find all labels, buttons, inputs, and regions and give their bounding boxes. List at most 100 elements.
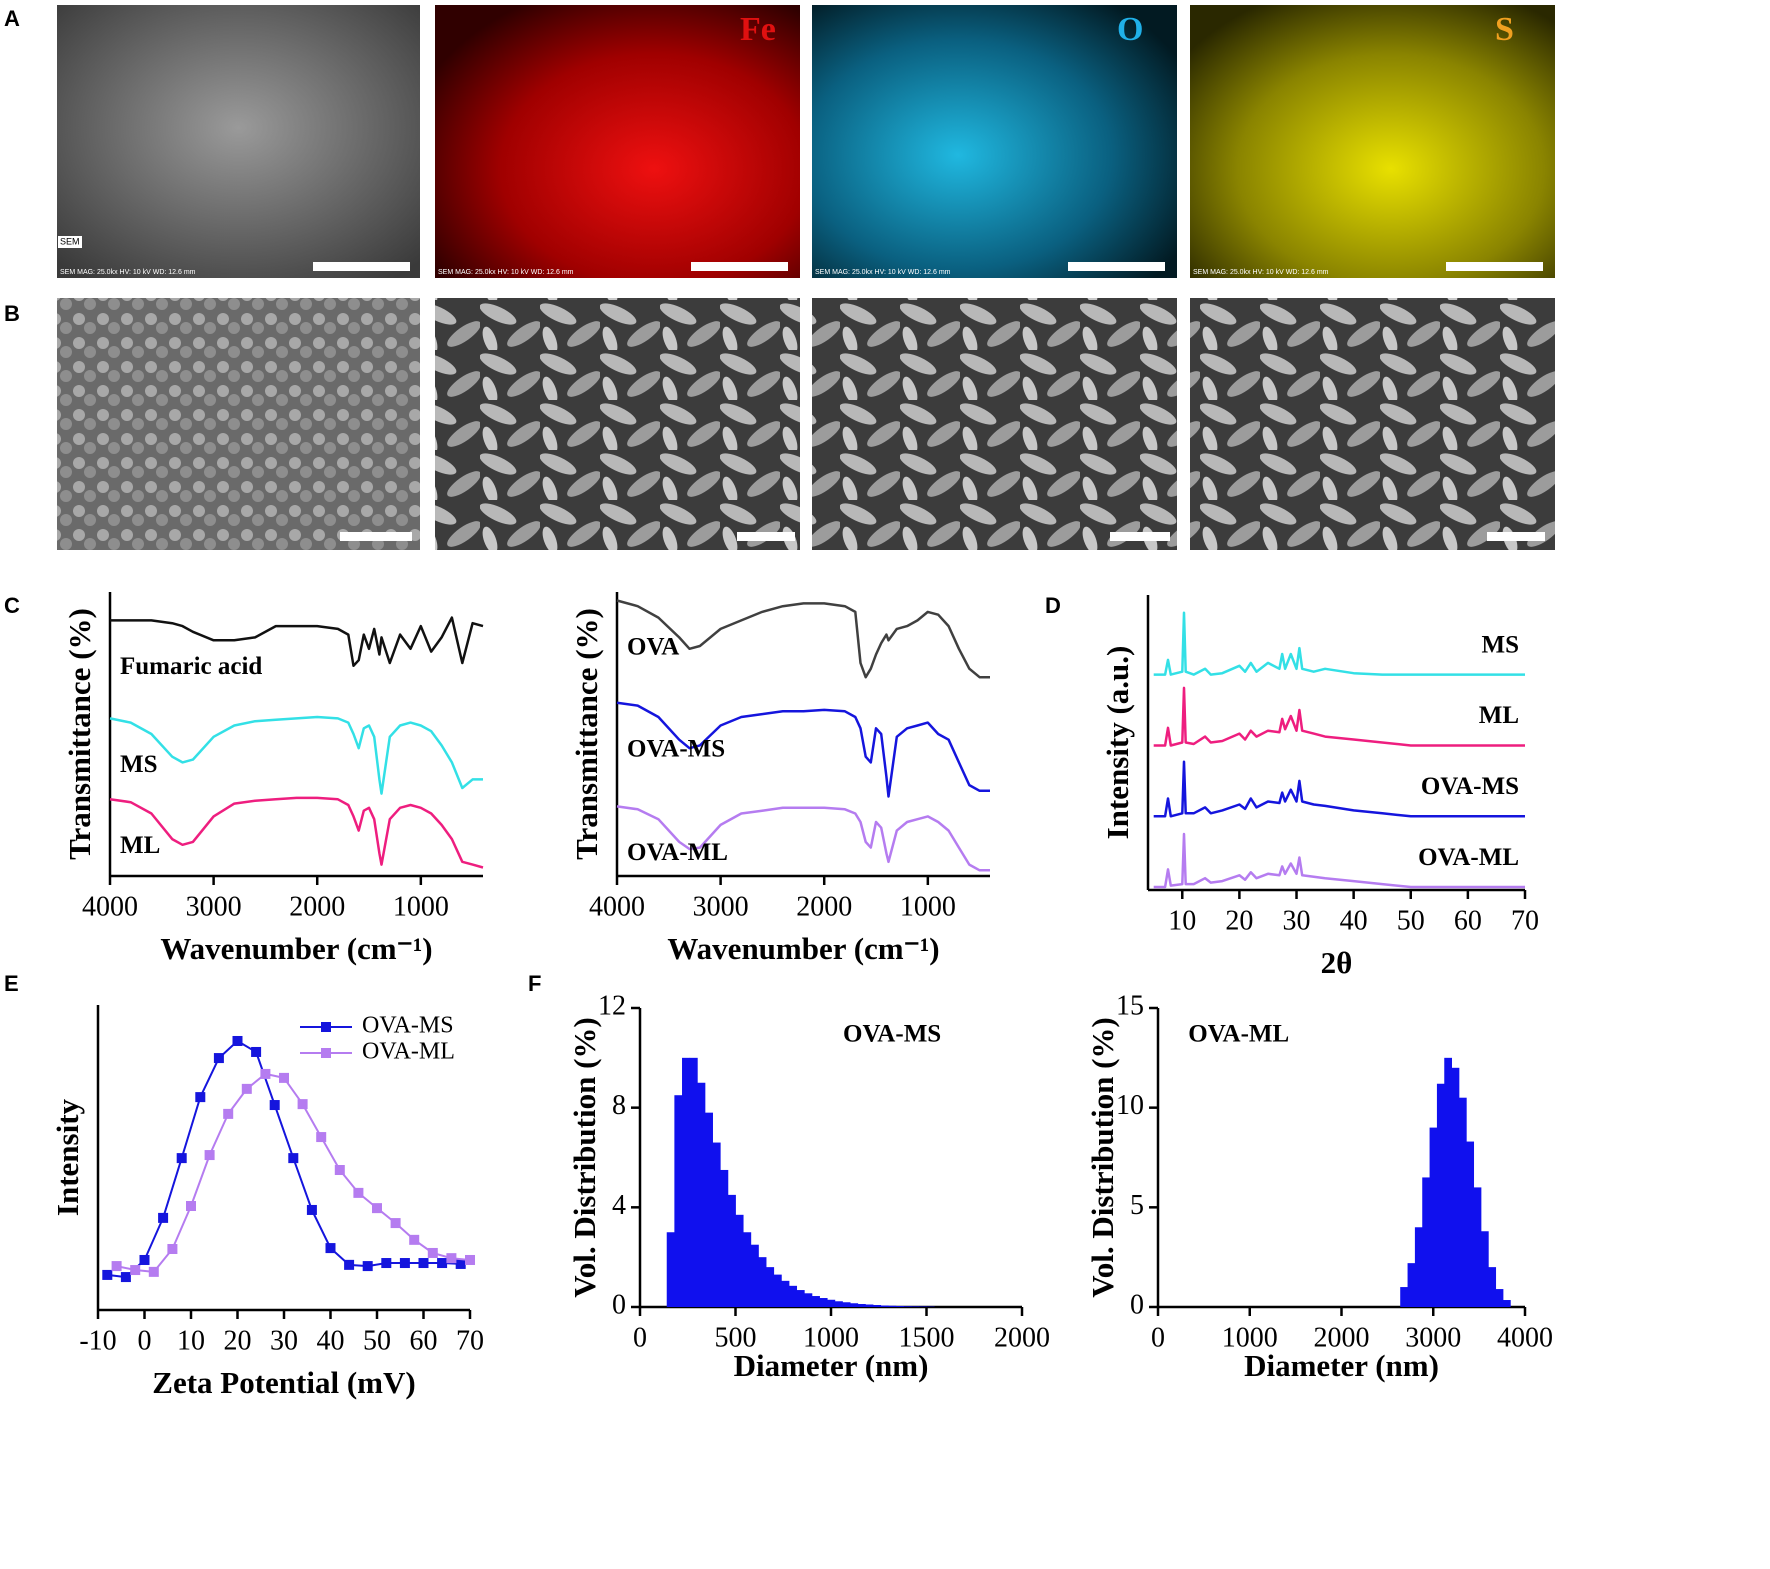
scale-bar	[691, 262, 788, 271]
bar	[788, 1285, 798, 1307]
bar	[697, 1082, 706, 1307]
bar	[773, 1274, 782, 1307]
x-tick-label: 2000	[289, 891, 345, 922]
series-line	[110, 616, 484, 668]
marker	[148, 1266, 159, 1277]
x-axis-title: Zeta Potential (mV)	[152, 1365, 415, 1400]
series-line	[109, 796, 484, 869]
x-tick-label: 1500	[899, 1322, 955, 1353]
series-line	[1153, 760, 1525, 818]
marker	[418, 1258, 429, 1269]
marker	[232, 1035, 243, 1046]
y-tick-label: 10	[1116, 1090, 1144, 1121]
x-tick-label: 60	[1454, 905, 1482, 936]
bar	[727, 1194, 736, 1307]
bar	[743, 1232, 752, 1307]
marker	[130, 1265, 141, 1276]
tag-box	[58, 236, 82, 248]
x-tick-label: 1000	[803, 1322, 859, 1353]
bar	[1429, 1127, 1438, 1307]
panel-letter: F	[528, 971, 541, 996]
element-label: O	[1117, 11, 1143, 48]
y-axis-title: Vol. Distribution (%)	[567, 1017, 602, 1297]
image-info: SEM MAG: 25.0kx HV: 10 kV WD: 12.6 mm	[1193, 269, 1329, 276]
marker	[437, 1258, 448, 1269]
x-tick-label: 0	[1151, 1322, 1165, 1353]
series-label: MS	[1482, 631, 1520, 658]
marker	[158, 1212, 169, 1223]
x-tick-label: 4000	[1497, 1322, 1553, 1353]
scale-bar	[313, 262, 410, 271]
x-tick-label: 50	[1397, 905, 1425, 936]
marker	[269, 1100, 280, 1111]
panel-letter: D	[1045, 593, 1061, 618]
x-tick-label: 4000	[82, 891, 138, 922]
x-tick-label: 2000	[1314, 1322, 1370, 1353]
series-line	[1153, 611, 1525, 676]
legend-label: OVA-MS	[362, 1013, 454, 1039]
series-line	[616, 599, 990, 679]
marker	[241, 1083, 252, 1094]
x-tick-label: 60	[410, 1325, 438, 1356]
series-line	[1153, 832, 1525, 889]
bar	[1444, 1057, 1452, 1307]
bar	[766, 1267, 775, 1307]
scale-bar	[1110, 532, 1170, 541]
marker	[251, 1046, 262, 1057]
y-tick-label: 0	[612, 1289, 626, 1320]
marker	[455, 1258, 466, 1269]
x-tick-label: 0	[633, 1322, 647, 1353]
element-label: Fe	[740, 11, 776, 48]
panel-letter: A	[4, 6, 20, 31]
bar	[1451, 1067, 1460, 1307]
x-tick-label: 2000	[796, 891, 852, 922]
marker	[195, 1092, 206, 1103]
x-tick-label: 4000	[589, 891, 645, 922]
marker	[120, 1272, 131, 1283]
sem-image	[812, 298, 1177, 550]
x-tick-label: 3000	[693, 891, 749, 922]
sem-image	[57, 5, 420, 278]
bar	[1458, 1097, 1467, 1307]
marker	[213, 1053, 224, 1064]
series-line	[109, 715, 483, 795]
series-line	[1153, 686, 1525, 747]
x-tick-label: 40	[1340, 905, 1368, 936]
bar	[682, 1057, 691, 1307]
series-label: ML	[120, 832, 160, 859]
bar	[1414, 1227, 1423, 1307]
x-tick-label: 40	[317, 1325, 345, 1356]
marker	[111, 1261, 122, 1272]
bar	[1495, 1289, 1504, 1307]
x-tick-label: 30	[270, 1325, 298, 1356]
series-label: OVA-ML	[627, 839, 728, 866]
marker	[334, 1165, 345, 1176]
marker	[381, 1258, 392, 1269]
sem-image	[435, 298, 800, 550]
x-axis-title: Diameter (nm)	[1244, 1348, 1439, 1383]
marker	[306, 1204, 317, 1215]
x-tick-label: 50	[363, 1325, 391, 1356]
x-tick-label: 1000	[393, 891, 449, 922]
bar	[850, 1303, 859, 1307]
bar	[1422, 1177, 1430, 1307]
marker	[353, 1187, 364, 1198]
bar	[1466, 1141, 1475, 1307]
marker	[288, 1153, 299, 1164]
x-tick-label: 20	[1225, 905, 1253, 936]
bar	[674, 1095, 683, 1307]
y-tick-label: 5	[1130, 1190, 1144, 1221]
bar	[804, 1293, 813, 1307]
series-label: OVA	[627, 633, 679, 660]
series-label: OVA-MS	[1421, 773, 1519, 800]
bar	[819, 1298, 828, 1307]
scale-bar	[340, 532, 412, 541]
bar	[865, 1304, 874, 1307]
y-tick-label: 0	[1130, 1289, 1144, 1320]
y-axis-title: Transmittance (%)	[569, 608, 604, 860]
x-tick-label: 10	[1168, 905, 1196, 936]
bar	[1473, 1187, 1482, 1307]
x-tick-label: 2000	[994, 1322, 1050, 1353]
panel-letter: B	[4, 301, 20, 326]
